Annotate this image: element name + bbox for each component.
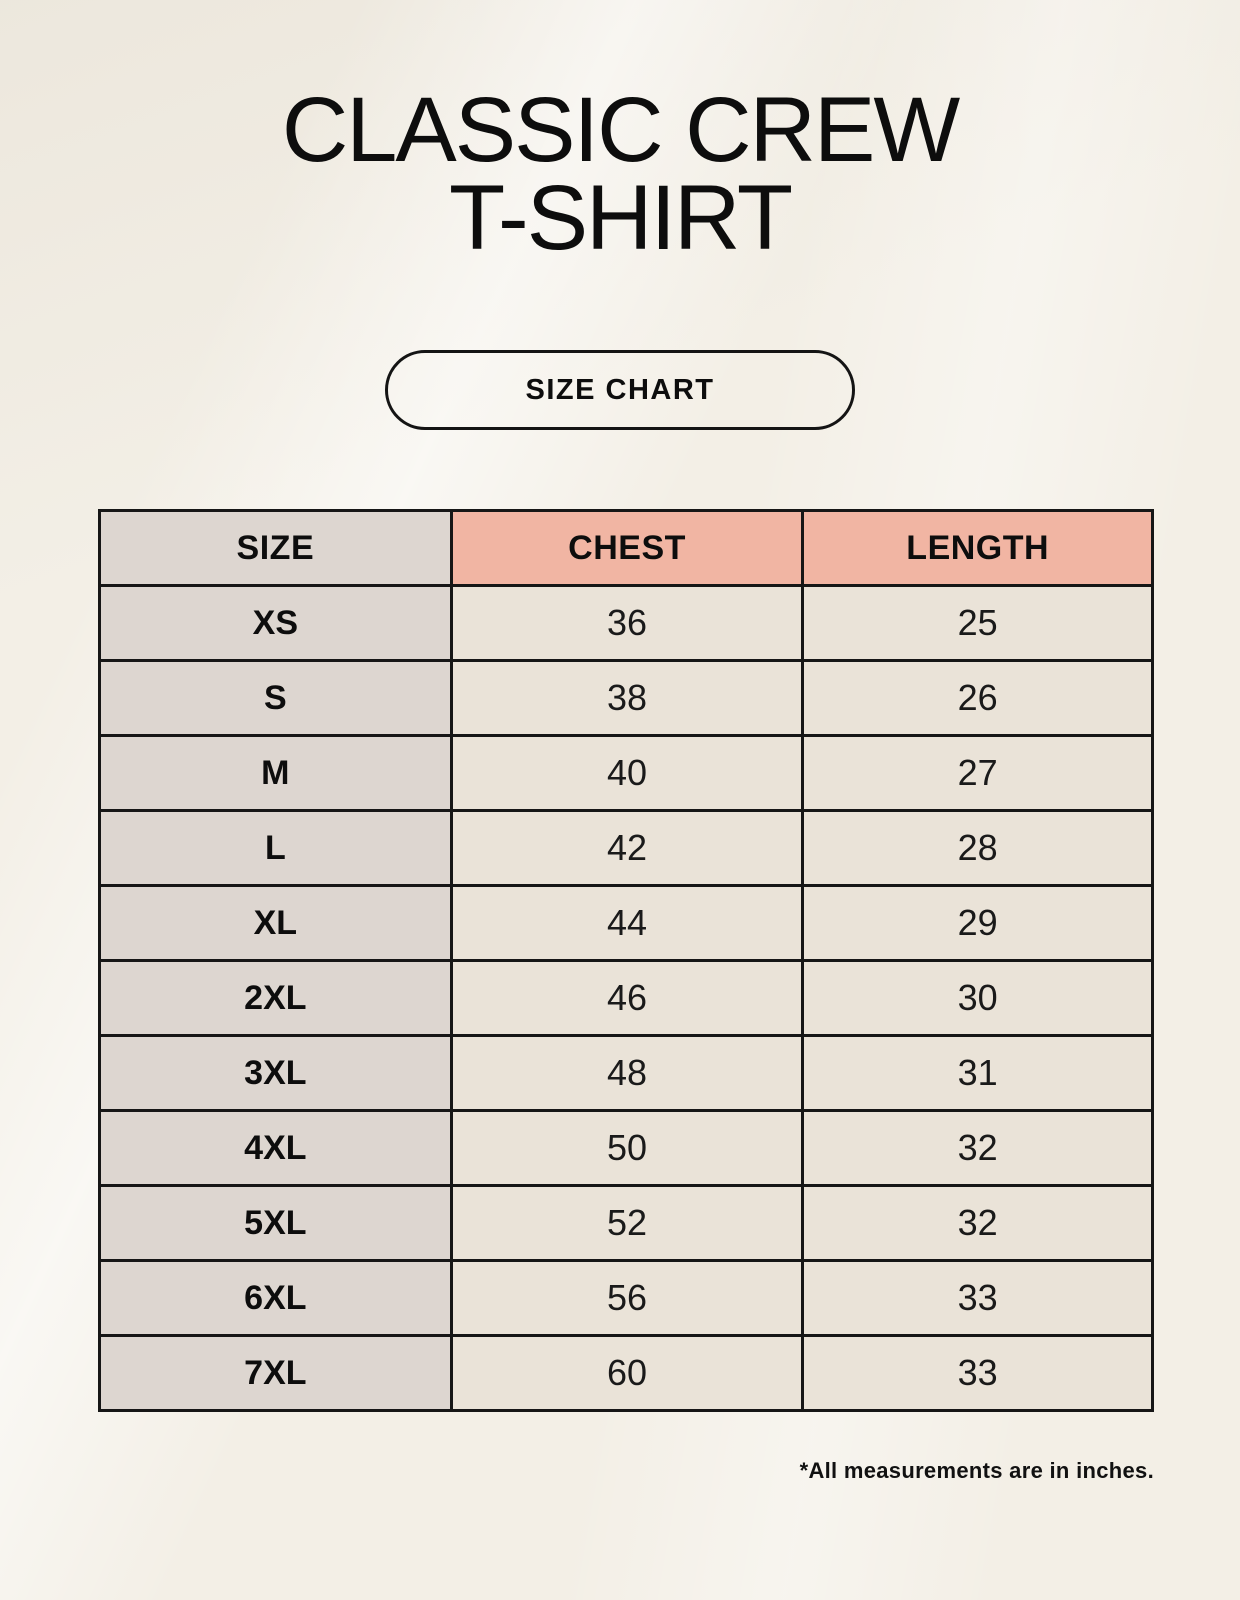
length-cell: 31 (801, 1034, 1154, 1112)
size-cell: 6XL (98, 1259, 453, 1337)
table-row: 3XL 48 31 (98, 1034, 1154, 1112)
table-row: L 42 28 (98, 809, 1154, 887)
column-header-chest: CHEST (449, 509, 805, 587)
size-cell: S (98, 659, 453, 737)
size-cell: 7XL (98, 1334, 453, 1412)
column-header-size: SIZE (98, 509, 453, 587)
length-cell: 33 (801, 1334, 1154, 1412)
table-row: XL 44 29 (98, 884, 1154, 962)
length-cell: 32 (801, 1184, 1154, 1262)
size-cell: 4XL (98, 1109, 453, 1187)
page-title: CLASSIC CREW T-SHIRT (0, 79, 1240, 270)
size-cell: XL (98, 884, 453, 962)
length-cell: 26 (801, 659, 1154, 737)
size-chart-badge[interactable]: SIZE CHART (385, 350, 855, 430)
table-body: XS 36 25 S 38 26 M 40 27 L 42 28 XL 44 2… (98, 584, 1154, 1412)
size-chart-table: SIZE CHEST LENGTH XS 36 25 S 38 26 M 40 … (98, 509, 1154, 1412)
table-row: S 38 26 (98, 659, 1154, 737)
chest-cell: 38 (449, 659, 805, 737)
size-cell: M (98, 734, 453, 812)
table-row: M 40 27 (98, 734, 1154, 812)
size-cell: L (98, 809, 453, 887)
page-title-line-1: CLASSIC CREW (281, 79, 960, 181)
table-header-row: SIZE CHEST LENGTH (98, 509, 1154, 587)
length-cell: 27 (801, 734, 1154, 812)
chest-cell: 60 (449, 1334, 805, 1412)
length-cell: 28 (801, 809, 1154, 887)
size-cell: 5XL (98, 1184, 453, 1262)
chest-cell: 46 (449, 959, 805, 1037)
length-cell: 33 (801, 1259, 1154, 1337)
length-cell: 25 (801, 584, 1154, 662)
size-cell: 3XL (98, 1034, 453, 1112)
table-row: 5XL 52 32 (98, 1184, 1154, 1262)
table-row: 4XL 50 32 (98, 1109, 1154, 1187)
chest-cell: 40 (449, 734, 805, 812)
footnote: *All measurements are in inches. (799, 1458, 1154, 1483)
length-cell: 29 (801, 884, 1154, 962)
length-cell: 32 (801, 1109, 1154, 1187)
chest-cell: 42 (449, 809, 805, 887)
size-cell: XS (98, 584, 453, 662)
table-row: 2XL 46 30 (98, 959, 1154, 1037)
chest-cell: 50 (449, 1109, 805, 1187)
column-header-length: LENGTH (801, 509, 1154, 587)
length-cell: 30 (801, 959, 1154, 1037)
table-row: 6XL 56 33 (98, 1259, 1154, 1337)
chest-cell: 48 (449, 1034, 805, 1112)
table-row: 7XL 60 33 (98, 1334, 1154, 1412)
page-title-line-2: T-SHIRT (448, 167, 793, 270)
table-header: SIZE CHEST LENGTH (98, 509, 1154, 587)
chest-cell: 36 (449, 584, 805, 662)
chest-cell: 44 (449, 884, 805, 962)
chest-cell: 56 (449, 1259, 805, 1337)
table-row: XS 36 25 (98, 584, 1154, 662)
size-chart-badge-label: SIZE CHART (525, 373, 715, 406)
size-cell: 2XL (98, 959, 453, 1037)
chest-cell: 52 (449, 1184, 805, 1262)
